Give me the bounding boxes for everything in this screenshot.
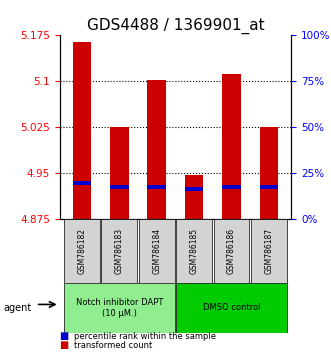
FancyBboxPatch shape bbox=[139, 219, 175, 283]
FancyBboxPatch shape bbox=[251, 219, 287, 283]
Text: agent: agent bbox=[3, 303, 31, 313]
Text: GSM786186: GSM786186 bbox=[227, 228, 236, 274]
Text: percentile rank within the sample: percentile rank within the sample bbox=[74, 332, 216, 341]
Bar bbox=[147, 80, 166, 219]
FancyBboxPatch shape bbox=[176, 283, 287, 333]
Text: GSM786185: GSM786185 bbox=[190, 228, 199, 274]
Bar bbox=[110, 185, 129, 189]
FancyBboxPatch shape bbox=[64, 283, 175, 333]
Bar bbox=[260, 127, 278, 219]
FancyBboxPatch shape bbox=[176, 219, 212, 283]
Bar bbox=[222, 185, 241, 189]
Bar bbox=[260, 185, 278, 189]
Bar bbox=[147, 185, 166, 189]
FancyBboxPatch shape bbox=[101, 219, 137, 283]
Bar bbox=[110, 127, 129, 219]
Text: Notch inhibitor DAPT
(10 μM.): Notch inhibitor DAPT (10 μM.) bbox=[76, 298, 163, 318]
Bar bbox=[185, 187, 204, 191]
Text: GSM786183: GSM786183 bbox=[115, 228, 124, 274]
Text: GSM786182: GSM786182 bbox=[77, 228, 86, 274]
FancyBboxPatch shape bbox=[64, 219, 100, 283]
Bar bbox=[73, 181, 91, 184]
Bar bbox=[73, 41, 91, 219]
Text: ■: ■ bbox=[60, 331, 69, 341]
Bar bbox=[222, 74, 241, 219]
Text: GSM786184: GSM786184 bbox=[152, 228, 161, 274]
Text: ■: ■ bbox=[60, 340, 69, 350]
FancyBboxPatch shape bbox=[213, 219, 250, 283]
Text: DMSO control: DMSO control bbox=[203, 303, 260, 313]
Text: GSM786187: GSM786187 bbox=[264, 228, 273, 274]
Bar bbox=[185, 175, 204, 219]
Text: transformed count: transformed count bbox=[74, 341, 153, 350]
Title: GDS4488 / 1369901_at: GDS4488 / 1369901_at bbox=[87, 18, 264, 34]
